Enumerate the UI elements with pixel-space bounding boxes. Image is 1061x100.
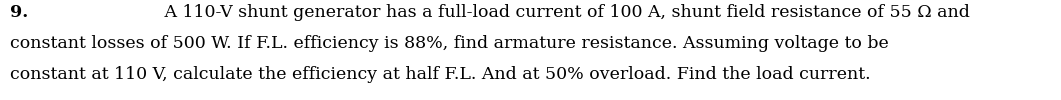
Text: constant at 110 V, calculate the efficiency at half F.L. And at 50% overload. Fi: constant at 110 V, calculate the efficie… <box>10 66 871 83</box>
Text: 9.: 9. <box>10 4 29 21</box>
Text: A 110-V shunt generator has a full-load current of 100 A, shunt field resistance: A 110-V shunt generator has a full-load … <box>159 4 970 21</box>
Text: constant losses of 500 W. If F.L. efficiency is 88%, find armature resistance. A: constant losses of 500 W. If F.L. effici… <box>10 35 889 52</box>
